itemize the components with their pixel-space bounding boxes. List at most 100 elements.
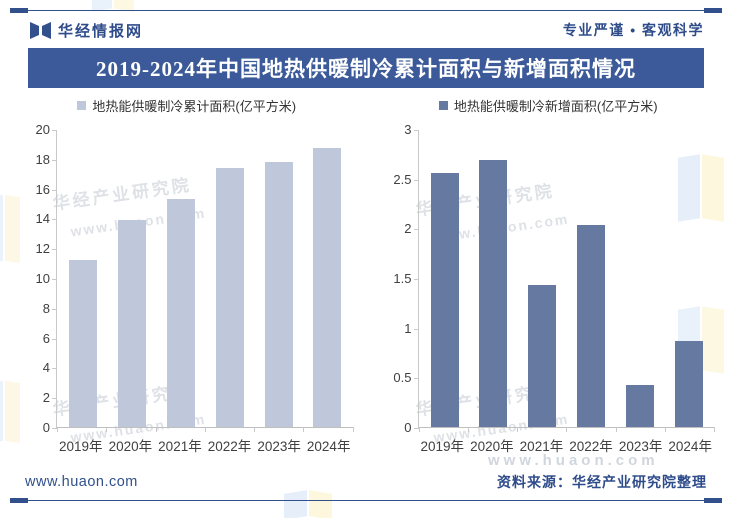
x-tick-label: 2021年 bbox=[519, 439, 564, 454]
y-tick-label: 6 bbox=[42, 330, 50, 346]
y-tick-mark bbox=[52, 189, 57, 191]
bars bbox=[57, 130, 354, 427]
bar bbox=[166, 199, 195, 427]
x-tick-mark bbox=[714, 427, 715, 432]
x-tick-label: 2019年 bbox=[59, 439, 103, 454]
y-tick-mark bbox=[52, 249, 57, 251]
y-tick-mark bbox=[52, 130, 57, 131]
x-tick-mark bbox=[615, 427, 617, 432]
x-axis-labels: 2019年 2020年 2021年 2022年 2023年 2024年 bbox=[56, 435, 354, 455]
y-tick-label: 12 bbox=[35, 241, 50, 257]
x-tick-label: 2020年 bbox=[108, 439, 153, 454]
bar bbox=[117, 219, 146, 427]
footer: www.huaon.com 资料来源：华经产业研究院整理 bbox=[25, 472, 707, 492]
y-tick-label: 10 bbox=[35, 271, 50, 286]
page-title: 2019-2024年中国地热供暖制冷累计面积与新增面积情况 bbox=[28, 48, 704, 88]
x-tick-mark bbox=[57, 427, 58, 432]
x-tick-mark bbox=[664, 427, 666, 432]
data-source: 资料来源：华经产业研究院整理 bbox=[497, 474, 707, 490]
y-tick-mark bbox=[413, 378, 419, 380]
legend-swatch bbox=[77, 101, 87, 110]
y-tick-label: 20 bbox=[35, 122, 50, 137]
y-tick-label: 1.5 bbox=[393, 271, 412, 286]
bar bbox=[313, 148, 342, 427]
rule-cap bbox=[704, 8, 722, 13]
y-tick-mark bbox=[413, 229, 419, 231]
rule-cap bbox=[10, 498, 28, 503]
x-tick-label: 2021年 bbox=[158, 439, 202, 454]
x-tick-label: 2024年 bbox=[306, 439, 351, 454]
y-tick-label: 2 bbox=[404, 221, 412, 237]
y-tick-mark bbox=[52, 338, 57, 340]
y-tick-label: 0 bbox=[404, 420, 412, 435]
y-tick-label: 18 bbox=[35, 151, 50, 167]
x-tick-label: 2019年 bbox=[420, 439, 465, 454]
y-tick-label: 14 bbox=[35, 211, 50, 227]
watermark-logo bbox=[92, 0, 134, 12]
huaon-logo-icon bbox=[30, 21, 51, 39]
header-tagline: 专业严谨 • 客观科学 bbox=[562, 22, 704, 38]
brand-name: 华经情报网 bbox=[58, 22, 144, 40]
rule-cap bbox=[10, 8, 28, 13]
website-link[interactable]: www.huaon.com bbox=[25, 474, 138, 490]
y-tick-mark bbox=[52, 428, 57, 429]
legend-swatch bbox=[438, 101, 448, 110]
y-tick-mark bbox=[52, 279, 57, 280]
header: 华经情报网 专业严谨 • 客观科学 bbox=[30, 17, 704, 43]
legend-label: 地热能供暖制冷新增面积(亿平方米) bbox=[453, 99, 658, 114]
plot-area: 0 0.5 1 1.5 2 2.5 3 bbox=[393, 123, 716, 435]
y-tick-mark bbox=[52, 368, 57, 370]
bottom-rule bbox=[10, 498, 722, 503]
legend-label: 地热能供暖制冷累计面积(亿平方米) bbox=[92, 99, 297, 114]
x-tick-mark bbox=[566, 427, 568, 432]
y-tick-mark bbox=[413, 328, 419, 330]
bar bbox=[264, 161, 293, 427]
chart-new-area: 地热能供暖制冷新增面积(亿平方米) 0 0.5 1 1.5 2 2.5 3 2019年 202… bbox=[382, 97, 716, 455]
y-tick-label: 2 bbox=[42, 390, 50, 406]
x-tick-label: 2024年 bbox=[668, 439, 712, 454]
bar bbox=[626, 385, 655, 427]
charts-row: 地热能供暖制冷累计面积(亿平方米) 0 2 4 6 8 10 12 14 16 18 20 2019… bbox=[20, 97, 715, 455]
chart-cumulative-area: 地热能供暖制冷累计面积(亿平方米) 0 2 4 6 8 10 12 14 16 18 20 2019… bbox=[20, 97, 354, 455]
plot-area: 0 2 4 6 8 10 12 14 16 18 20 bbox=[36, 123, 354, 435]
x-tick-label: 2020年 bbox=[470, 439, 514, 454]
x-tick-mark bbox=[254, 427, 255, 432]
top-rule bbox=[10, 8, 722, 13]
x-tick-mark bbox=[106, 427, 108, 432]
rule-cap bbox=[704, 498, 722, 503]
y-tick-mark bbox=[413, 279, 419, 280]
x-tick-mark bbox=[517, 427, 518, 432]
x-tick-mark bbox=[467, 427, 469, 432]
y-tick-label: 8 bbox=[42, 300, 50, 316]
y-tick-mark bbox=[52, 398, 57, 400]
x-axis-ticks bbox=[418, 427, 715, 432]
x-tick-mark bbox=[352, 427, 354, 432]
bar bbox=[215, 167, 244, 427]
bars bbox=[419, 130, 716, 427]
x-tick-mark bbox=[303, 427, 305, 432]
x-tick-mark bbox=[418, 427, 420, 432]
y-tick-mark bbox=[52, 219, 57, 221]
x-tick-label: 2022年 bbox=[569, 439, 613, 454]
y-tick-mark bbox=[52, 308, 57, 310]
bar bbox=[430, 172, 459, 427]
bar bbox=[674, 340, 703, 427]
x-axis-ticks bbox=[57, 427, 354, 432]
y-tick-mark bbox=[413, 130, 419, 131]
watermark-logo bbox=[284, 490, 332, 518]
brand: 华经情报网 bbox=[30, 20, 143, 41]
x-tick-mark bbox=[155, 427, 157, 432]
y-tick-mark bbox=[413, 428, 419, 429]
y-tick-label: 4 bbox=[42, 360, 50, 376]
bar bbox=[528, 284, 557, 427]
y-tick-label: 0 bbox=[42, 420, 50, 435]
bar bbox=[69, 260, 97, 427]
x-tick-label: 2023年 bbox=[618, 439, 663, 454]
y-tick-label: 16 bbox=[35, 181, 50, 197]
legend: 地热能供暖制冷新增面积(亿平方米) bbox=[382, 97, 716, 114]
y-tick-mark bbox=[52, 159, 57, 161]
x-axis-labels: 2019年 2020年 2021年 2022年 2023年 2024年 bbox=[418, 435, 716, 455]
y-tick-label: 2.5 bbox=[393, 171, 412, 187]
legend: 地热能供暖制冷累计面积(亿平方米) bbox=[20, 97, 354, 114]
